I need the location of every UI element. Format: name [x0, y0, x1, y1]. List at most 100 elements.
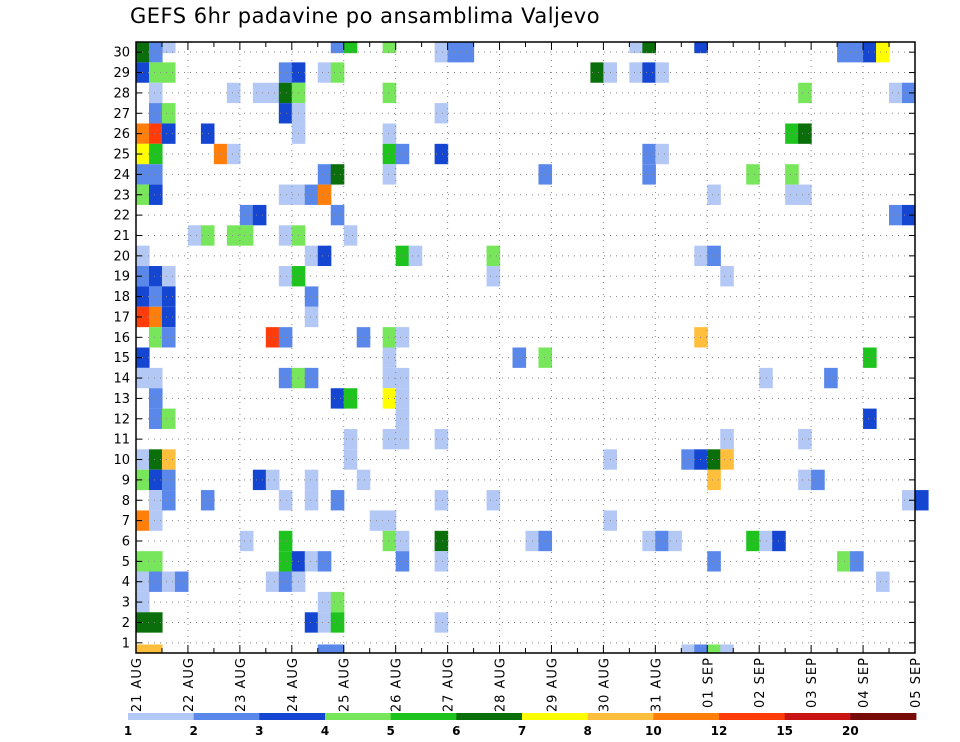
colorbar-label: 2	[189, 724, 197, 738]
heatmap-cell	[668, 530, 682, 552]
heatmap-cell	[278, 225, 293, 246]
heatmap-cell	[278, 327, 293, 348]
heatmap-cell	[694, 449, 708, 470]
heatmap-cell	[382, 367, 397, 389]
heatmap-cell	[707, 184, 721, 205]
y-tick-label: 24	[113, 168, 130, 183]
heatmap-cell	[148, 449, 163, 470]
heatmap-cell	[343, 428, 358, 450]
heatmap-cell	[382, 510, 397, 531]
x-tick-label: 22 AUG	[182, 657, 197, 712]
heatmap-cell	[265, 571, 280, 592]
heatmap-cell	[538, 530, 553, 552]
y-tick-label: 7	[122, 514, 130, 529]
heatmap-cell	[655, 530, 669, 552]
colorbar-label: 4	[321, 724, 329, 738]
heatmap-cell	[798, 469, 812, 491]
heatmap-cell	[278, 266, 293, 287]
x-tick-label: 25 AUG	[338, 657, 353, 712]
heatmap-cell	[330, 591, 345, 613]
heatmap-cell	[161, 266, 176, 287]
heatmap-cell	[161, 306, 176, 328]
heatmap-cell	[174, 571, 189, 592]
heatmap-cell	[304, 306, 319, 328]
heatmap-cell	[785, 123, 799, 144]
heatmap-cell	[642, 164, 656, 185]
colorbar-label: 6	[452, 724, 460, 738]
heatmap-cell	[694, 245, 708, 267]
heatmap-cell	[707, 469, 721, 491]
heatmap-cell	[148, 644, 163, 653]
heatmap-cell	[161, 286, 176, 307]
heatmap-cell	[746, 530, 760, 552]
colorbar-segment	[653, 713, 720, 720]
heatmap-cell	[148, 184, 163, 205]
heatmap-cell	[798, 184, 812, 205]
colorbar-segment	[456, 713, 523, 720]
heatmap-cell	[863, 408, 877, 429]
heatmap-cell	[161, 123, 176, 144]
heatmap-cell	[434, 551, 449, 572]
y-tick-label: 10	[113, 453, 130, 468]
colorbar-label: 5	[386, 724, 394, 738]
heatmap-cell	[148, 571, 163, 592]
heatmap-cell	[252, 469, 267, 491]
colorbar-segment	[719, 713, 786, 720]
colorbar-segment	[390, 713, 457, 720]
heatmap-cell	[148, 612, 163, 633]
heatmap-cell	[161, 103, 176, 124]
heatmap-cell	[395, 408, 410, 429]
y-tick-label: 30	[113, 46, 130, 61]
heatmap-cell	[642, 62, 656, 83]
heatmap-cell	[395, 388, 410, 409]
heatmap-cell	[304, 286, 319, 307]
heatmap-cell	[486, 490, 501, 511]
heatmap-cell	[642, 530, 656, 552]
heatmap-cell	[252, 204, 267, 226]
x-tick-label: 23 AUG	[234, 657, 249, 712]
heatmap-cell	[148, 62, 163, 83]
heatmap-cell	[434, 103, 449, 124]
heatmap-cell	[304, 367, 319, 389]
heatmap-cell	[148, 164, 163, 185]
heatmap-cell	[148, 510, 163, 531]
heatmap-cell	[889, 204, 903, 226]
heatmap-cell	[200, 490, 215, 511]
heatmap-cell	[629, 62, 643, 83]
heatmap-cell	[330, 62, 345, 83]
heatmap-cell	[382, 143, 397, 165]
y-tick-label: 6	[122, 534, 130, 549]
colorbar-segment	[325, 713, 392, 720]
heatmap-cell	[148, 327, 163, 348]
colorbar-segment	[850, 713, 917, 720]
heatmap-cell	[863, 347, 877, 368]
heatmap-cell	[681, 644, 695, 653]
heatmap-cell	[148, 408, 163, 429]
colorbar-label: 15	[776, 724, 793, 738]
heatmap-cell	[330, 644, 345, 653]
heatmap-cell	[161, 327, 176, 348]
heatmap-cell	[317, 245, 332, 267]
heatmap-cell	[746, 164, 760, 185]
heatmap-cell	[304, 245, 319, 267]
heatmap-cell	[395, 143, 410, 165]
x-tick-label: 03 SEP	[805, 657, 820, 708]
heatmap-cell	[226, 225, 241, 246]
heatmap-cell	[278, 62, 293, 83]
heatmap-cell	[278, 490, 293, 511]
heatmap-cell	[382, 530, 397, 552]
heatmap-cell	[382, 347, 397, 368]
heatmap-cell	[148, 123, 163, 144]
heatmap-cell	[187, 225, 202, 246]
colorbar-label: 8	[583, 724, 591, 738]
heatmap-cell	[876, 42, 890, 63]
y-tick-label: 8	[122, 494, 130, 509]
heatmap-cell	[278, 571, 293, 592]
heatmap-cell	[382, 164, 397, 185]
heatmap-cell	[655, 62, 669, 83]
heatmap-cell	[408, 245, 423, 267]
colorbar-segment	[193, 713, 260, 720]
heatmap-cell	[317, 184, 332, 205]
heatmap-cell	[434, 490, 449, 511]
heatmap-cell	[330, 164, 345, 185]
